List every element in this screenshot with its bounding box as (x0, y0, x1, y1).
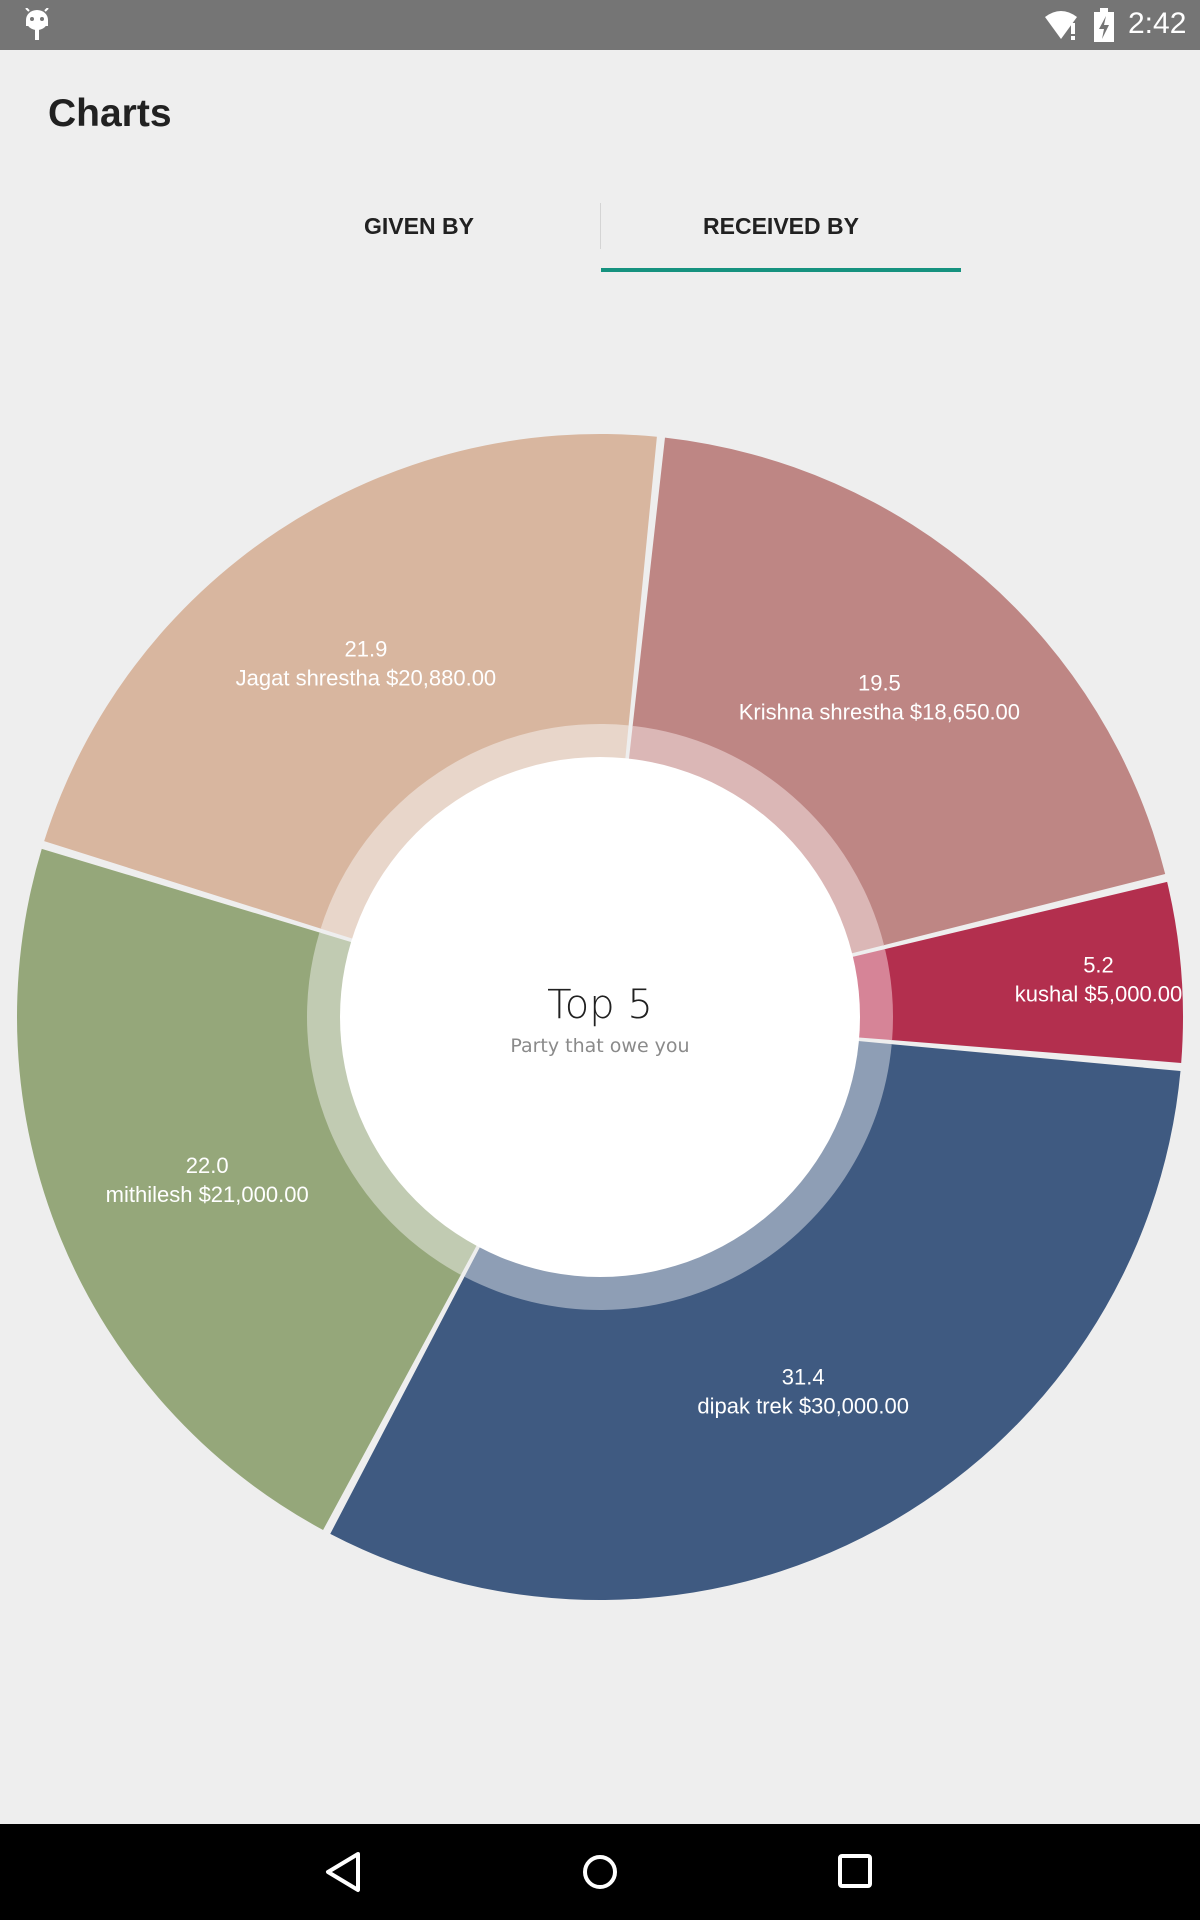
chart-slice-labels: 19.5 Krishna shrestha $18,650.00 5.2 kushal… (106, 636, 1183, 1418)
chart-slice-inner (628, 725, 885, 954)
back-icon[interactable] (314, 1842, 374, 1902)
status-bar: 2:42 (0, 0, 1200, 50)
chart-slice[interactable] (330, 1044, 1181, 1600)
chart-slice-inner (850, 949, 893, 1041)
tab-selected-indicator (601, 268, 961, 272)
navigation-bar (0, 1824, 1200, 1920)
status-clock: 2:42 (1128, 7, 1187, 40)
chart-center-hole (340, 757, 860, 1277)
page-title: Charts (48, 92, 172, 135)
wifi-icon (1045, 11, 1077, 40)
chart-center-subtitle: Party that owe you (510, 1035, 689, 1057)
chart-center-title: Top 5 (547, 982, 653, 1028)
chart-slice[interactable] (632, 437, 1166, 946)
slice-name-label: Krishna shrestha $18,650.00 (739, 700, 1020, 725)
slice-name-label: Jagat shrestha $20,880.00 (236, 665, 497, 690)
slice-percent-label: 21.9 (345, 636, 388, 661)
chart-slices (16, 434, 1183, 1600)
android-icon (25, 8, 49, 40)
slice-name-label: kushal $5,000.00 (1015, 981, 1183, 1006)
chart-inner-ring (306, 724, 893, 1310)
slice-name-label: mithilesh $21,000.00 (106, 1182, 309, 1207)
recents-icon[interactable] (826, 1842, 886, 1902)
slice-percent-label: 31.4 (782, 1364, 825, 1389)
slice-name-label: dipak trek $30,000.00 (697, 1393, 909, 1418)
chart-slice-inner (320, 724, 629, 940)
slice-percent-label: 22.0 (186, 1153, 229, 1178)
chart-slice-inner (306, 932, 478, 1275)
chart-slice[interactable] (884, 881, 1183, 1063)
tab-received-by[interactable]: RECEIVED BY (703, 213, 859, 239)
tab-divider (600, 203, 601, 249)
chart-slice[interactable] (16, 848, 462, 1531)
battery-icon (1094, 8, 1114, 42)
slice-percent-label: 5.2 (1083, 952, 1114, 977)
home-icon[interactable] (570, 1842, 630, 1902)
tab-given-by[interactable]: GIVEN BY (364, 213, 474, 239)
chart-slice[interactable] (44, 434, 657, 929)
chart-slice-inner (464, 1040, 892, 1310)
slice-percent-label: 19.5 (858, 671, 901, 696)
